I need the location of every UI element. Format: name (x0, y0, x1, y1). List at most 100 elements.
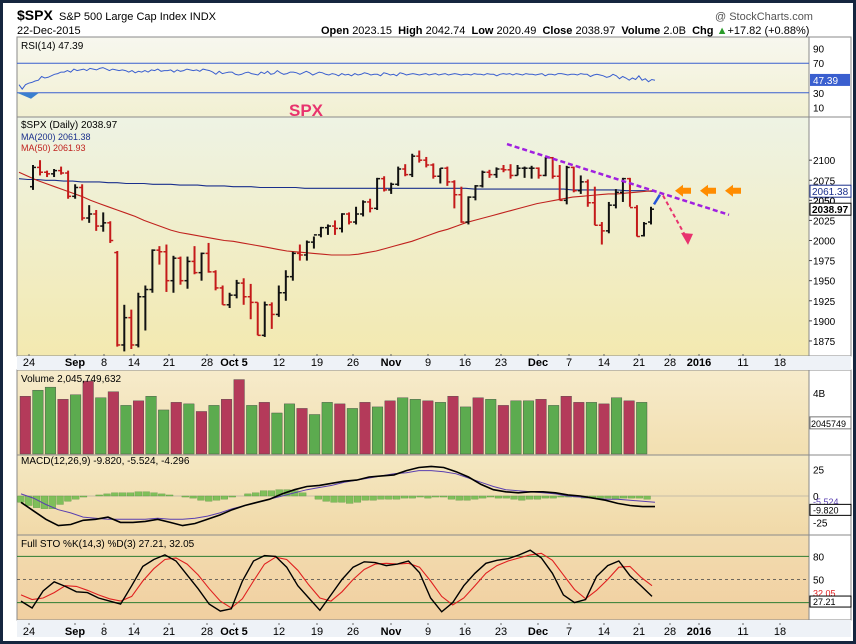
down-arrow-head (681, 232, 693, 245)
volume-bar (95, 397, 107, 455)
date-tick-label: 21 (633, 626, 645, 638)
rsi-tick-label: 70 (813, 59, 825, 70)
macd-histogram-bar (267, 490, 275, 497)
rsi-legend: RSI(14) 47.39 (21, 41, 84, 52)
volume-bar (434, 402, 446, 455)
sto-tick-label: 50 (813, 576, 825, 587)
volume-bar (548, 405, 560, 455)
price-tick-label: 1950 (813, 277, 836, 288)
macd-histogram-bar (393, 495, 401, 500)
volume-bar (70, 394, 82, 455)
volume-bar (384, 400, 396, 455)
volume-bar (170, 402, 182, 455)
macd-histogram-bar (440, 495, 448, 498)
macd-histogram-bar (111, 492, 119, 497)
exchange-label: INDX (189, 11, 216, 23)
volume-bar (359, 402, 371, 455)
volume-badge-label: 2045749 (811, 419, 846, 429)
volume-bar (309, 414, 321, 455)
date-tick-label: 2016 (687, 357, 711, 369)
macd-histogram-bar (455, 495, 463, 501)
volume-bar (460, 406, 472, 455)
volume-bar (258, 402, 270, 455)
volume-bar (107, 391, 119, 455)
price-axis-strip (808, 116, 852, 357)
macd-histogram-bar (166, 494, 174, 497)
volume-bar (334, 403, 346, 455)
volume-bar (397, 397, 409, 455)
macd-histogram-bar (463, 495, 471, 501)
macd-histogram-bar (385, 495, 393, 500)
macd-histogram-bar (299, 492, 307, 497)
volume-bar (422, 400, 434, 455)
macd-histogram-bar (541, 495, 549, 499)
close-value: 2038.97 (575, 25, 616, 37)
date-tick-label: 23 (495, 626, 507, 638)
ma50-badge-label: 2050 (813, 196, 836, 207)
date-tick-label: 11 (737, 626, 748, 638)
volume-bar (321, 402, 333, 455)
macd-legend: MACD(12,26,9) -9.820, -5.524, -4.296 (21, 456, 190, 467)
macd-histogram-bar (64, 495, 72, 502)
date-tick-label: Sep (65, 626, 85, 638)
macd-histogram-bar (252, 492, 260, 497)
sto-k-line (20, 549, 653, 613)
macd-histogram-bar (620, 495, 628, 499)
macd-histogram-bar (158, 493, 166, 497)
date-tick-label: Nov (381, 357, 403, 369)
date-tick-label: 21 (633, 357, 645, 369)
date-axis-top (17, 356, 851, 370)
macd-histogram-bar (330, 495, 338, 503)
macd-histogram-bar (126, 492, 135, 497)
macd-histogram-bar (228, 495, 236, 498)
macd-badge-label: -9.820 (813, 505, 839, 515)
date-tick-label: 24 (23, 357, 35, 369)
date-tick-label: 2016 (687, 626, 711, 638)
date-tick-label: Oct 5 (220, 357, 248, 369)
macd-histogram-bar (518, 495, 526, 501)
chart-date: 22-Dec-2015 (17, 25, 81, 37)
ma200-line (18, 178, 654, 193)
macd-histogram-bar (103, 493, 111, 497)
date-tick-label: 16 (459, 626, 471, 638)
macd-histogram-bar (150, 492, 158, 497)
macd-histogram-bar (56, 495, 64, 505)
macd-histogram-bar (95, 494, 103, 497)
macd-histogram-bar (557, 495, 565, 498)
close-badge-label: 2038.97 (812, 205, 849, 216)
date-tick-label: 19 (311, 357, 323, 369)
macd-histogram-bar (314, 495, 322, 500)
date-tick-label: Oct 5 (220, 626, 248, 638)
resistance-trendline (506, 142, 730, 216)
volume-bar (523, 400, 534, 455)
macd-histogram-bar (244, 493, 252, 497)
date-tick-label: 21 (163, 626, 175, 638)
macd-histogram-bar (142, 491, 150, 497)
date-tick-label: 26 (347, 626, 359, 638)
volume-bar (598, 403, 610, 455)
volume-bar (133, 400, 145, 455)
symbol-title: $SPX (17, 7, 53, 23)
price-tick-label: 1925 (813, 297, 836, 308)
macd-histogram-bar (33, 495, 41, 508)
macd-histogram-bar (346, 495, 354, 504)
macd-histogram-bar (510, 495, 518, 500)
volume-bar (636, 402, 648, 455)
macd-signal-line (20, 470, 656, 520)
volume-legend: Volume 2,045,749,632 (21, 374, 122, 385)
macd-histogram-bar (220, 495, 228, 500)
macd-histogram-bar (275, 489, 283, 497)
volume-bar (57, 399, 69, 455)
price-tick-label: 2025 (813, 216, 836, 227)
macd-histogram-bar (533, 495, 542, 500)
volume-bar (409, 399, 421, 455)
date-axis-bottom (17, 620, 851, 637)
date-tick-label: 28 (664, 357, 676, 369)
date-tick-label: 11 (737, 357, 748, 369)
macd-histogram-bar (471, 495, 479, 500)
macd-histogram-bar (432, 495, 440, 498)
macd-tick-label: 25 (813, 466, 825, 477)
macd-histogram-bar (72, 495, 80, 500)
volume-bar (573, 402, 585, 455)
date-tick-label: Sep (65, 357, 85, 369)
